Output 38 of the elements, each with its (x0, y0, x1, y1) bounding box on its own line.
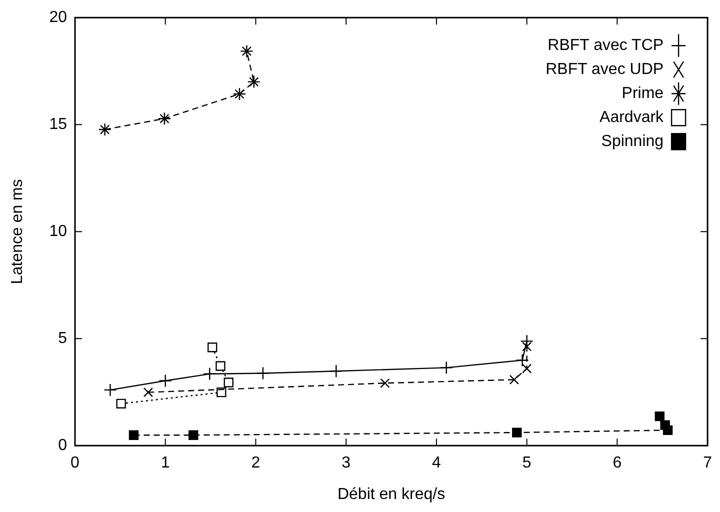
point (509, 374, 520, 385)
x-tick-label: 4 (432, 454, 442, 472)
point (240, 44, 254, 58)
x-axis-title: Débit en kreq/s (337, 486, 446, 503)
legend-label: Aardvark (600, 109, 665, 126)
point (654, 411, 664, 422)
point (512, 428, 522, 438)
point (380, 378, 390, 388)
x-tick-label: 7 (703, 454, 712, 472)
y-axis-title: Latence en ms (9, 179, 26, 284)
x-tick-label: 0 (70, 454, 80, 472)
point (247, 75, 261, 88)
legend-label: Prime (622, 85, 664, 102)
point (216, 361, 226, 371)
x-tick-label: 5 (522, 454, 532, 472)
point (224, 378, 234, 388)
legend-label: RBFT avec UDP (546, 61, 664, 78)
y-tick-label: 15 (49, 116, 68, 134)
point (158, 112, 172, 126)
x-tick-label: 3 (342, 454, 351, 472)
point (98, 122, 112, 136)
legend-label: Spinning (601, 133, 664, 150)
x-tick-label: 2 (251, 454, 260, 472)
point (128, 430, 139, 440)
y-tick-label: 5 (58, 330, 68, 348)
point (116, 398, 126, 408)
legend-label: RBFT avec TCP (548, 37, 664, 54)
x-tick-label: 1 (160, 454, 170, 472)
point (143, 387, 154, 398)
point (208, 342, 218, 352)
y-tick-label: 20 (49, 9, 68, 26)
point (216, 387, 226, 398)
point (660, 420, 670, 430)
point (232, 87, 246, 101)
y-tick-label: 0 (58, 437, 68, 454)
x-tick-label: 6 (612, 454, 622, 472)
point (188, 430, 198, 440)
y-tick-label: 10 (49, 223, 68, 240)
